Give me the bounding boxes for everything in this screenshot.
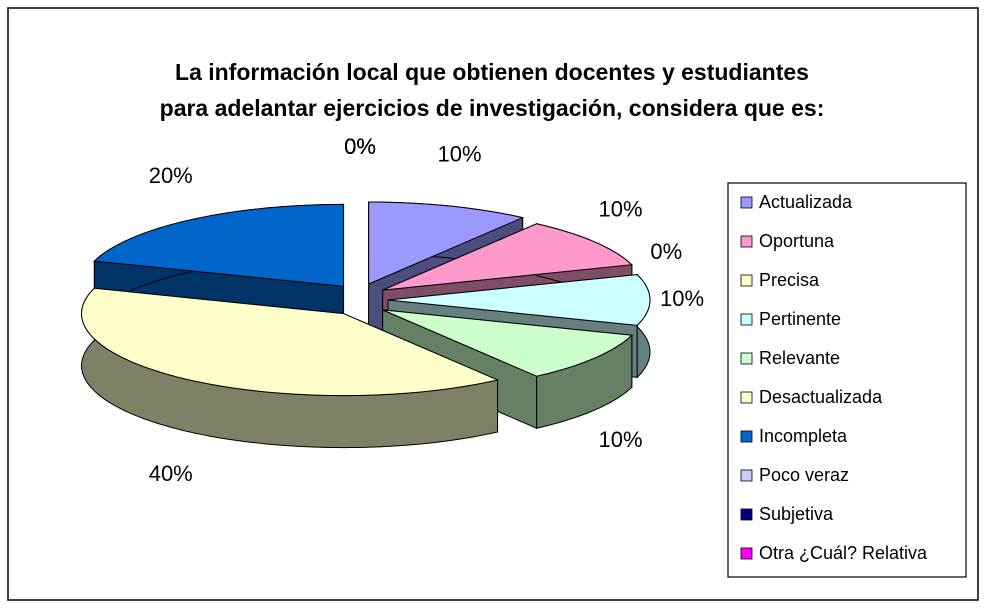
chart-title: para adelantar ejercicios de investigaci… bbox=[160, 95, 825, 121]
data-label: 10% bbox=[598, 427, 642, 452]
legend-swatch bbox=[740, 196, 753, 209]
legend-swatch bbox=[740, 352, 753, 365]
data-label: 10% bbox=[660, 286, 704, 311]
legend-label: Relevante bbox=[759, 348, 840, 368]
slice-part bbox=[93, 203, 345, 287]
data-label: 0% bbox=[344, 134, 376, 159]
chart-title: La información local que obtienen docent… bbox=[175, 59, 809, 85]
slice-part bbox=[382, 309, 633, 377]
legend-swatch bbox=[740, 391, 753, 404]
data-label: 10% bbox=[598, 196, 642, 221]
slice-part bbox=[382, 223, 633, 291]
data-label: 20% bbox=[149, 163, 193, 188]
data-label: 10% bbox=[437, 141, 481, 166]
legend-label: Desactualizada bbox=[759, 387, 883, 407]
data-label: 40% bbox=[149, 461, 193, 486]
data-label: 0% bbox=[344, 134, 376, 159]
slice-part bbox=[387, 274, 651, 326]
legend-label: Actualizada bbox=[759, 192, 853, 212]
slice-part bbox=[81, 287, 500, 397]
data-label: 0% bbox=[650, 239, 682, 264]
legend-swatch bbox=[740, 274, 753, 287]
slice-part bbox=[368, 201, 525, 285]
data-label: 0% bbox=[344, 134, 376, 159]
legend-label: Precisa bbox=[759, 270, 820, 290]
legend-box bbox=[727, 182, 967, 578]
legend-swatch bbox=[740, 508, 753, 521]
legend-swatch bbox=[740, 313, 753, 326]
legend-swatch bbox=[740, 547, 753, 560]
legend-label: Incompleta bbox=[759, 426, 848, 446]
pie-slice bbox=[81, 287, 500, 449]
legend-label: Subjetiva bbox=[759, 504, 834, 524]
legend-label: Otra ¿Cuál? Relativa bbox=[759, 543, 928, 563]
legend-swatch bbox=[740, 469, 753, 482]
legend-label: Pertinente bbox=[759, 309, 841, 329]
legend-label: Poco veraz bbox=[759, 465, 849, 485]
legend-label: Oportuna bbox=[759, 231, 835, 251]
legend-swatch bbox=[740, 430, 753, 443]
legend-swatch bbox=[740, 235, 753, 248]
